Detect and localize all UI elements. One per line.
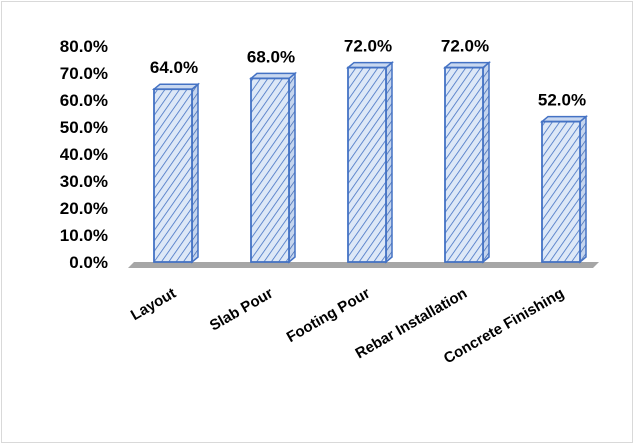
data-label: 72.0% [441, 37, 489, 56]
bar [539, 114, 589, 264]
data-label: 64.0% [150, 58, 198, 77]
bars [151, 60, 589, 264]
y-tick-label: 50.0% [60, 118, 108, 137]
bar [442, 60, 492, 264]
bar [248, 71, 298, 264]
bar [345, 60, 395, 264]
y-tick-label: 80.0% [60, 37, 108, 56]
data-label: 68.0% [247, 47, 295, 66]
y-tick-label: 60.0% [60, 91, 108, 110]
bar-front-face [444, 66, 484, 263]
y-tick-label: 20.0% [60, 199, 108, 218]
y-tick-label: 40.0% [60, 145, 108, 164]
bar-front-face [541, 120, 581, 263]
bar-front-face [250, 77, 290, 263]
bar-front-face [153, 88, 193, 263]
bar [151, 82, 201, 264]
x-tick-label: Layout [128, 285, 179, 324]
y-axis: 0.0% 10.0% 20.0% 30.0% 40.0% 50.0% 60.0% 70.0% 8… [60, 37, 108, 272]
chart-floor [128, 262, 599, 268]
y-tick-label: 70.0% [60, 64, 108, 83]
y-tick-label: 10.0% [60, 226, 108, 245]
x-tick-label: Slab Pour [207, 285, 276, 335]
data-labels: 64.0% 68.0% 72.0% 72.0% 52.0% [150, 37, 586, 110]
bar-side-face [579, 114, 587, 264]
x-tick-label: Footing Pour [284, 285, 373, 346]
floor-plane [128, 262, 599, 268]
data-label: 72.0% [344, 37, 392, 56]
data-label: 52.0% [538, 91, 586, 110]
bar-front-face [347, 66, 387, 263]
y-tick-label: 0.0% [69, 253, 108, 272]
y-tick-label: 30.0% [60, 172, 108, 191]
